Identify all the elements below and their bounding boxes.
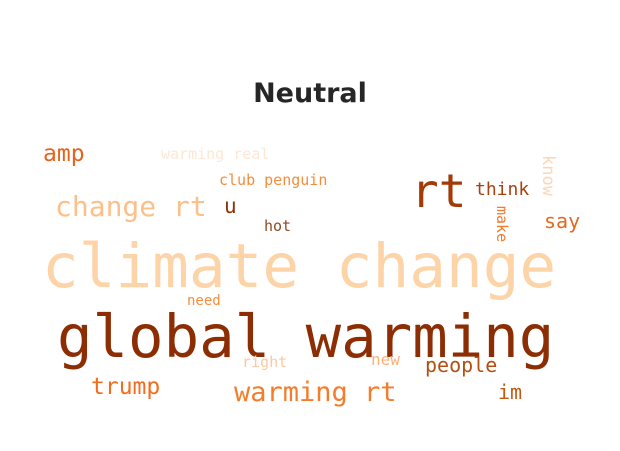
word-know: know bbox=[538, 155, 558, 196]
chart-title: Neutral bbox=[253, 78, 367, 109]
word-amp: amp bbox=[43, 141, 85, 167]
word-club-penguin: club penguin bbox=[219, 171, 328, 189]
word-rt: rt bbox=[411, 164, 467, 218]
word-new: new bbox=[371, 350, 400, 369]
word-change-rt: change rt bbox=[55, 190, 207, 223]
word-global-warming: global warming bbox=[57, 302, 555, 371]
word-say: say bbox=[544, 209, 581, 233]
word-right: right bbox=[242, 353, 288, 371]
word-climate-change: climate change bbox=[42, 231, 557, 302]
word-hot: hot bbox=[264, 217, 292, 235]
word-make: make bbox=[493, 206, 511, 243]
word-im: im bbox=[498, 380, 523, 404]
word-u: u bbox=[224, 194, 237, 218]
word-warming-real: warming real bbox=[161, 145, 270, 163]
word-people: people bbox=[425, 353, 498, 377]
word-think: think bbox=[475, 179, 530, 200]
word-warming-rt: warming rt bbox=[234, 377, 397, 408]
word-need: need bbox=[187, 293, 221, 309]
word-trump: trump bbox=[91, 374, 161, 400]
